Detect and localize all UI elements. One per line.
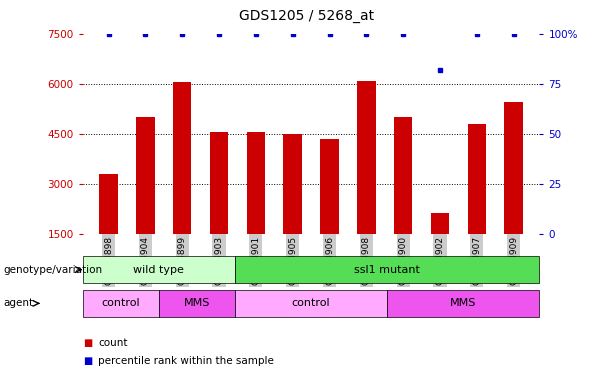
Bar: [394, 117, 413, 285]
Text: MMS: MMS: [184, 298, 210, 308]
Text: ■: ■: [83, 338, 92, 348]
Text: percentile rank within the sample: percentile rank within the sample: [98, 356, 274, 366]
Bar: [173, 82, 191, 285]
Text: MMS: MMS: [450, 298, 476, 308]
Bar: [246, 132, 265, 285]
Text: GDS1205 / 5268_at: GDS1205 / 5268_at: [239, 9, 374, 23]
Text: agent: agent: [3, 298, 33, 308]
Bar: [468, 124, 486, 285]
Text: count: count: [98, 338, 128, 348]
Text: ssl1 mutant: ssl1 mutant: [354, 265, 420, 274]
Bar: [357, 81, 376, 285]
Text: wild type: wild type: [134, 265, 185, 274]
Text: genotype/variation: genotype/variation: [3, 265, 102, 274]
Bar: [99, 174, 118, 285]
Bar: [431, 213, 449, 285]
Bar: [283, 134, 302, 285]
Text: control: control: [102, 298, 140, 308]
Bar: [504, 102, 523, 285]
Text: ■: ■: [83, 356, 92, 366]
Bar: [136, 117, 154, 285]
Bar: [210, 132, 228, 285]
Text: control: control: [292, 298, 330, 308]
Bar: [321, 139, 339, 285]
